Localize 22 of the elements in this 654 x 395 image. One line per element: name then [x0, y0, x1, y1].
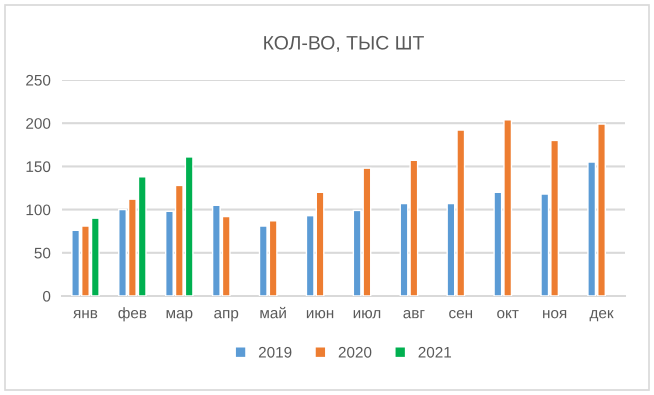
chart-title: КОЛ-ВО, ТЫС ШТ — [264, 36, 424, 52]
x-tick-label: май — [260, 306, 286, 318]
y-tick-label: 250 — [26, 74, 50, 86]
x-tick-label: фев — [118, 307, 146, 322]
x-tick-label: мар — [166, 310, 192, 322]
x-tick-label: сен — [449, 310, 472, 318]
y-tick-label: 50 — [34, 248, 50, 258]
x-tick-label: окт — [497, 310, 519, 318]
x-tick-label: янв — [73, 310, 98, 318]
x-tick-label: авг — [403, 310, 425, 318]
legend-label: 2020 — [338, 346, 372, 358]
x-tick-label: июн — [306, 310, 334, 318]
legend-label: 2021 — [418, 346, 452, 358]
legend-label: 2019 — [258, 346, 292, 358]
y-tick-label: 0 — [42, 290, 50, 302]
x-tick-label: июл — [354, 310, 380, 318]
x-tick-label: апр — [214, 310, 238, 322]
x-tick-label: дек — [590, 310, 614, 322]
y-tick-label: 150 — [26, 161, 50, 172]
y-tick-label: 100 — [26, 204, 50, 216]
x-tick-label: ноя — [543, 310, 566, 318]
y-tick-label: 200 — [26, 118, 50, 129]
